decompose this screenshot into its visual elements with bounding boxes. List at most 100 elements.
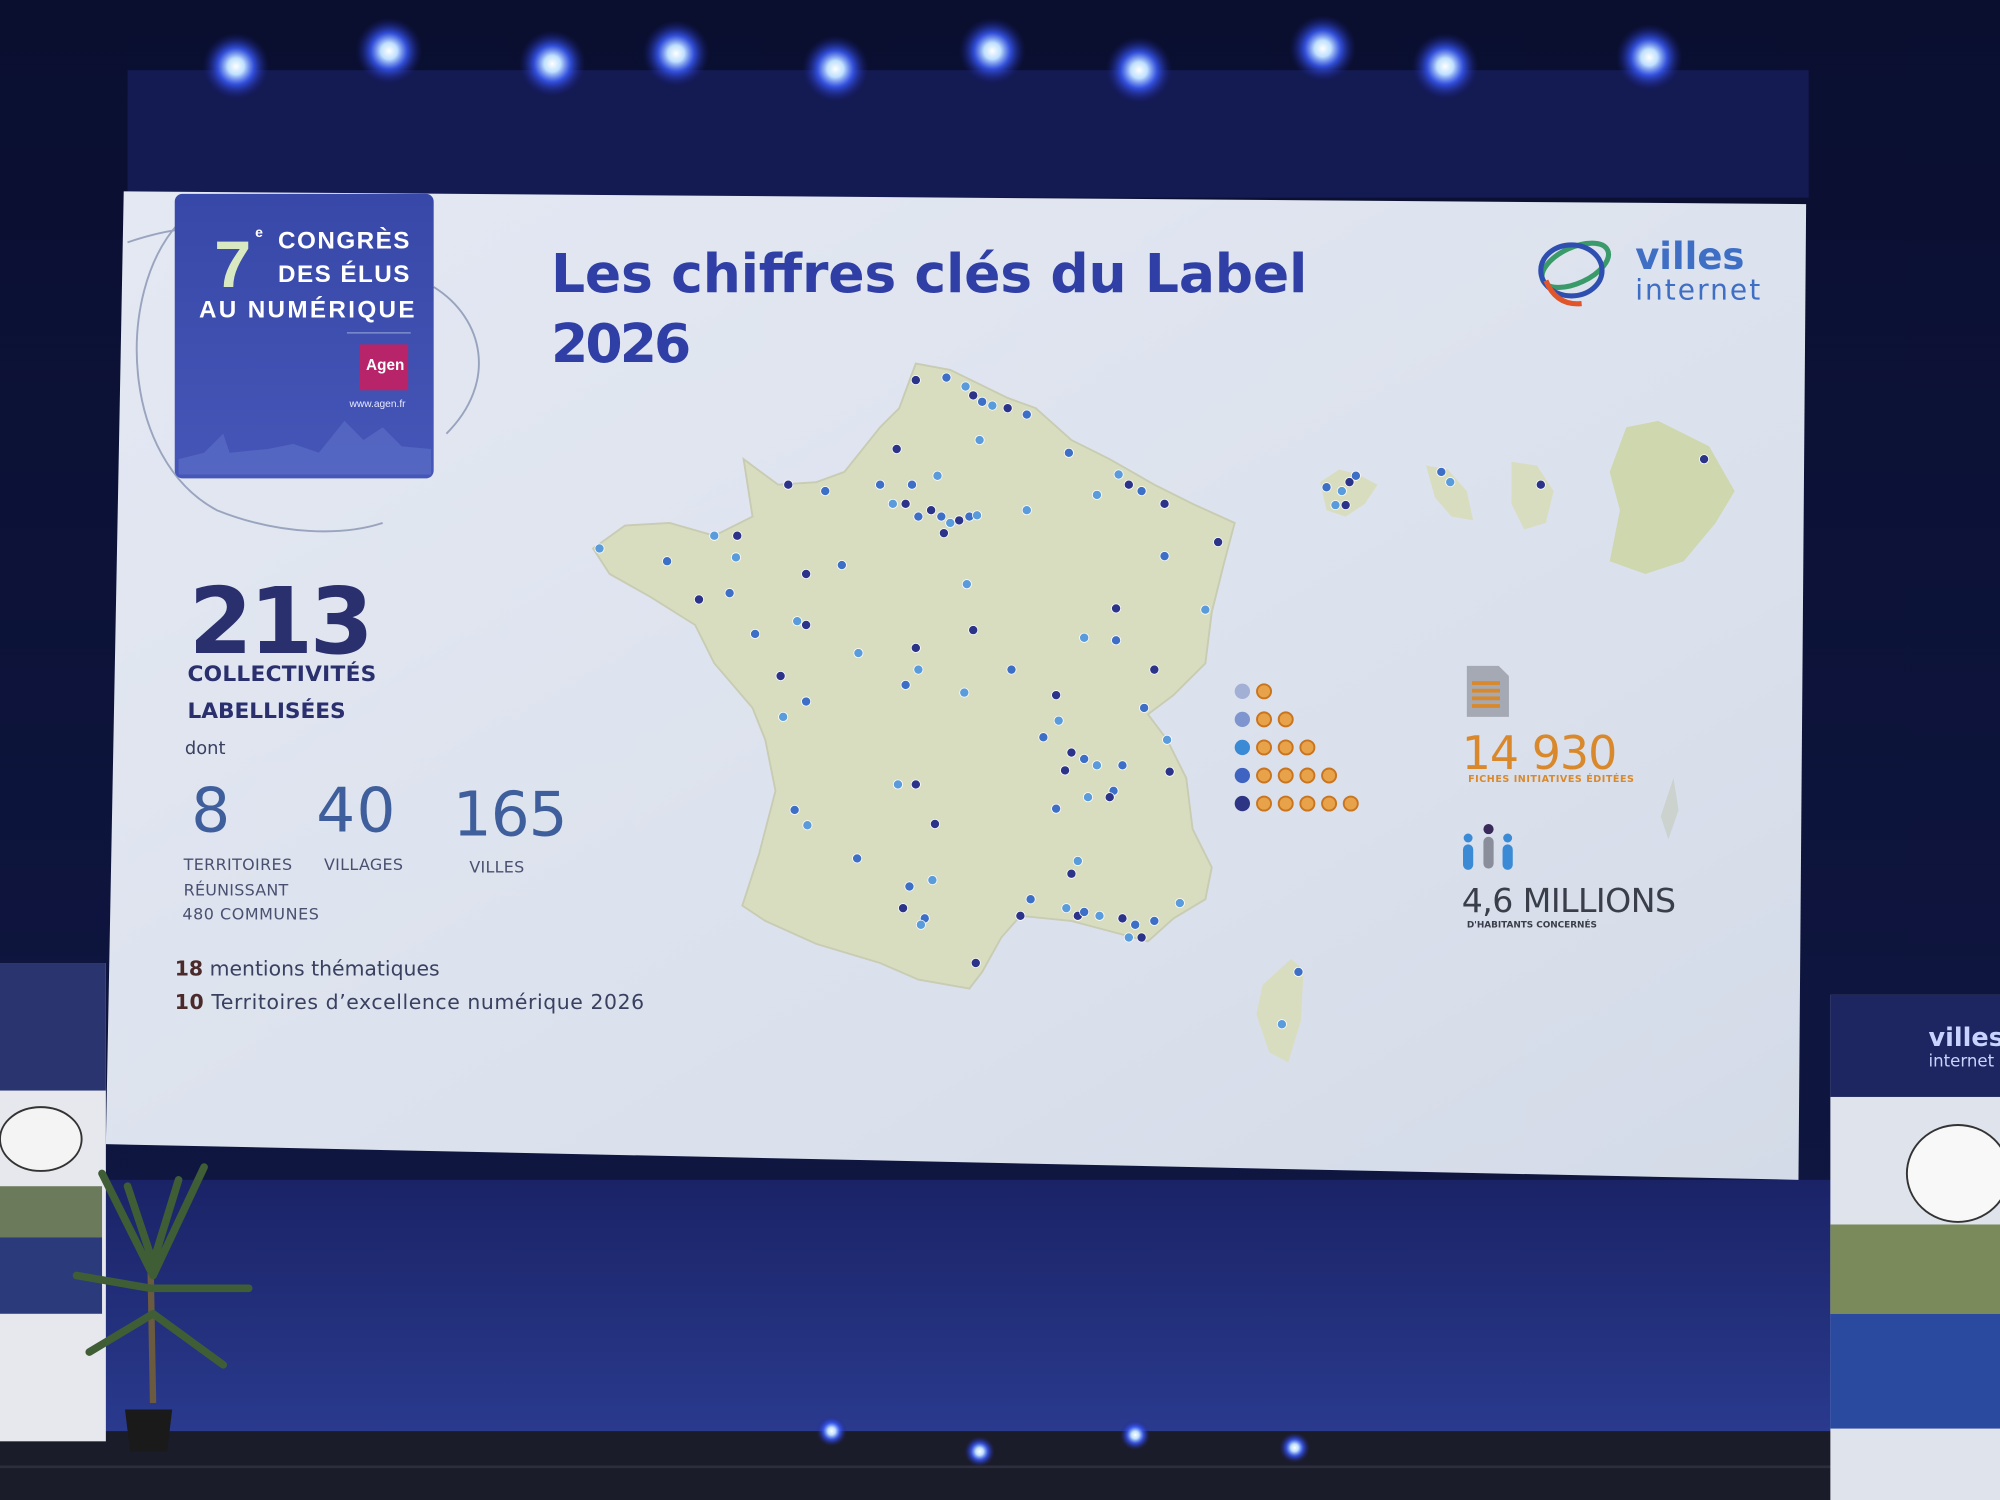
- pyramid-dot-orange: [1299, 739, 1316, 756]
- map-dot: [972, 510, 983, 521]
- map-dot: [792, 616, 803, 627]
- agen-logo-text: Agen: [366, 357, 404, 374]
- map-dot: [783, 479, 794, 490]
- total-label-line1: COLLECTIVITÉS: [188, 661, 377, 687]
- left-banner: [0, 963, 106, 1442]
- reunion-shape: [1511, 461, 1554, 530]
- slide-title-line1: Les chiffres clés du Label: [551, 242, 1307, 305]
- map-dot: [1072, 855, 1083, 866]
- map-dot: [1213, 537, 1224, 548]
- slide-title-line2: 2026: [551, 312, 691, 375]
- map-dot: [750, 628, 761, 639]
- map-dot: [910, 642, 921, 653]
- map-dot: [1436, 466, 1447, 477]
- map-dot: [904, 881, 915, 892]
- villes-value: 165: [453, 779, 568, 850]
- territoires-label-line3: 480 COMMUNES: [182, 905, 318, 924]
- pyramid-dot-orange: [1256, 739, 1273, 756]
- pyramid-dot-blue: [1234, 767, 1250, 784]
- villes-label: VILLES: [469, 857, 524, 876]
- document-icon: [1466, 665, 1509, 717]
- map-dot: [945, 517, 956, 528]
- pyramid-dot-blue: [1234, 739, 1250, 756]
- excellence-count: 10: [175, 990, 204, 1014]
- map-dot: [932, 470, 943, 481]
- map-dot: [789, 804, 800, 815]
- map-dot: [1038, 732, 1049, 743]
- pyramid-dot-orange: [1277, 767, 1294, 784]
- map-dot: [1091, 489, 1102, 500]
- dont-label: dont: [185, 738, 226, 759]
- map-dot: [907, 479, 917, 490]
- stage-light: [519, 30, 586, 97]
- map-dot: [732, 530, 743, 541]
- mayotte-shape: [1660, 778, 1679, 840]
- mentions-text: mentions thématiques: [210, 957, 440, 981]
- map-dot: [1149, 664, 1160, 675]
- map-dot: [1079, 907, 1090, 917]
- map-dot: [1136, 932, 1147, 943]
- map-dot: [1336, 486, 1347, 497]
- event-line3: AU NUMÉRIQUE: [199, 296, 415, 324]
- map-dot: [1535, 479, 1546, 490]
- map-dot: [936, 511, 947, 522]
- stage-light: [1105, 36, 1173, 104]
- pyramid-dot-blue: [1234, 795, 1250, 812]
- map-dot: [1162, 734, 1173, 745]
- agen-url[interactable]: www.agen.fr: [348, 399, 406, 410]
- map-dot: [1164, 766, 1175, 777]
- map-dot: [1063, 447, 1074, 458]
- map-dot: [802, 820, 813, 831]
- map-dot: [1123, 479, 1134, 490]
- lighting-truss: [127, 70, 1809, 198]
- map-dot: [662, 556, 673, 567]
- excellence-line: 10 Territoires d’excellence numérique 20…: [175, 990, 644, 1014]
- map-dot: [730, 552, 741, 563]
- map-dot: [913, 511, 924, 522]
- excellence-text: Territoires d’excellence numérique 2026: [210, 990, 644, 1014]
- map-dot: [891, 444, 902, 454]
- map-dot: [1111, 635, 1122, 646]
- map-dot: [1053, 715, 1064, 726]
- total-label-line2: LABELLISÉES: [188, 698, 346, 724]
- pyramid-dot-orange: [1277, 795, 1294, 812]
- map-dot: [968, 625, 979, 636]
- mainland-france-shape: [591, 362, 1236, 990]
- event-ordinal: 7: [214, 228, 251, 302]
- map-dot: [970, 958, 981, 968]
- mentions-count: 18: [175, 957, 203, 981]
- map-dot: [594, 543, 605, 554]
- villages-value: 40: [316, 776, 395, 847]
- stage-light: [959, 17, 1026, 85]
- map-dot: [1079, 632, 1090, 643]
- people-icon: [1463, 823, 1513, 870]
- stage-light: [202, 33, 270, 100]
- logo-villes: villes: [1635, 235, 1744, 278]
- map-dot: [1094, 910, 1105, 921]
- map-dot: [724, 588, 735, 599]
- map-dot: [1445, 477, 1456, 488]
- pyramid-dot-orange: [1299, 795, 1316, 812]
- map-dot: [898, 903, 909, 914]
- pyramid-dot-orange: [1277, 739, 1294, 756]
- map-dot: [1002, 403, 1013, 414]
- map-dot: [694, 594, 704, 605]
- map-dot: [875, 479, 886, 490]
- pyramid-dot-orange: [1277, 711, 1294, 728]
- map-dots: [594, 372, 1710, 1030]
- event-badge: 7 e CONGRÈS DES ÉLUS AU NUMÉRIQUE Agen w…: [174, 193, 434, 479]
- map-dot: [1293, 966, 1304, 977]
- floor-light: [816, 1415, 847, 1447]
- map-dot: [960, 381, 971, 392]
- map-dot: [959, 687, 970, 698]
- map-dot: [1079, 753, 1090, 764]
- map-dot: [961, 579, 972, 590]
- map-dot: [974, 435, 985, 446]
- map-dot: [900, 498, 911, 509]
- pyramid-dot-orange: [1299, 767, 1316, 784]
- agen-logo: [359, 344, 409, 391]
- stage-light: [1411, 33, 1479, 100]
- pyramid-dot-orange: [1342, 795, 1359, 812]
- territoires-label-line2: RÉUNISSANT: [184, 880, 289, 899]
- floor-light: [964, 1436, 995, 1467]
